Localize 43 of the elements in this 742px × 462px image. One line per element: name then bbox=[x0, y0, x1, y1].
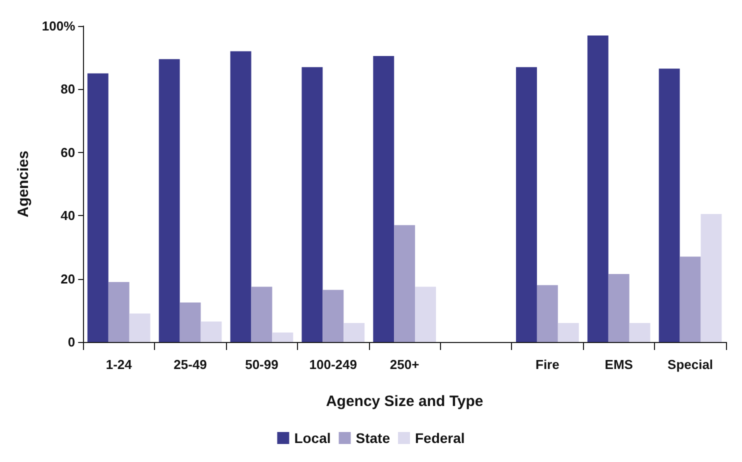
x-tick-label: 1-24 bbox=[106, 357, 133, 372]
bar bbox=[344, 323, 365, 342]
bar bbox=[536, 285, 558, 342]
x-tick-label: Fire bbox=[536, 357, 560, 372]
bar bbox=[180, 302, 201, 342]
x-tick-label: 25-49 bbox=[174, 357, 207, 372]
legend-label: Local bbox=[294, 430, 331, 446]
y-axis-title: Agencies bbox=[15, 150, 32, 218]
legend-label: Federal bbox=[415, 430, 465, 446]
x-tick-label: 50-99 bbox=[245, 357, 278, 372]
x-tick-label: EMS bbox=[604, 357, 634, 372]
bar bbox=[394, 225, 416, 342]
bar bbox=[700, 214, 722, 342]
bar bbox=[129, 314, 150, 342]
bar bbox=[608, 274, 630, 342]
x-tick-label: Special bbox=[668, 357, 714, 372]
bar bbox=[629, 323, 650, 342]
y-tick-label: 0 bbox=[68, 334, 76, 350]
bar bbox=[558, 323, 579, 342]
y-tick-label: 80 bbox=[60, 82, 76, 97]
bar bbox=[373, 56, 394, 342]
bar bbox=[322, 290, 344, 342]
bar bbox=[108, 282, 130, 342]
bar bbox=[680, 256, 701, 342]
x-tick-label: 100-249 bbox=[309, 357, 358, 372]
bar bbox=[158, 59, 180, 342]
y-tick-label: 20 bbox=[60, 271, 76, 286]
bar bbox=[200, 321, 222, 342]
bar bbox=[87, 73, 108, 342]
bar bbox=[415, 286, 436, 342]
y-tick-label: 100% bbox=[42, 18, 76, 34]
bar bbox=[658, 68, 680, 342]
x-axis-title: Agency Size and Type bbox=[326, 393, 484, 410]
bar bbox=[251, 286, 272, 342]
bar bbox=[302, 67, 323, 342]
legend-label: State bbox=[356, 430, 390, 446]
x-tick-label: 250+ bbox=[390, 357, 420, 372]
bar bbox=[587, 35, 608, 342]
y-tick-label: 60 bbox=[60, 144, 76, 160]
bar bbox=[230, 51, 252, 342]
y-tick-label: 40 bbox=[60, 208, 76, 224]
bar bbox=[516, 67, 537, 342]
bar bbox=[272, 332, 294, 342]
